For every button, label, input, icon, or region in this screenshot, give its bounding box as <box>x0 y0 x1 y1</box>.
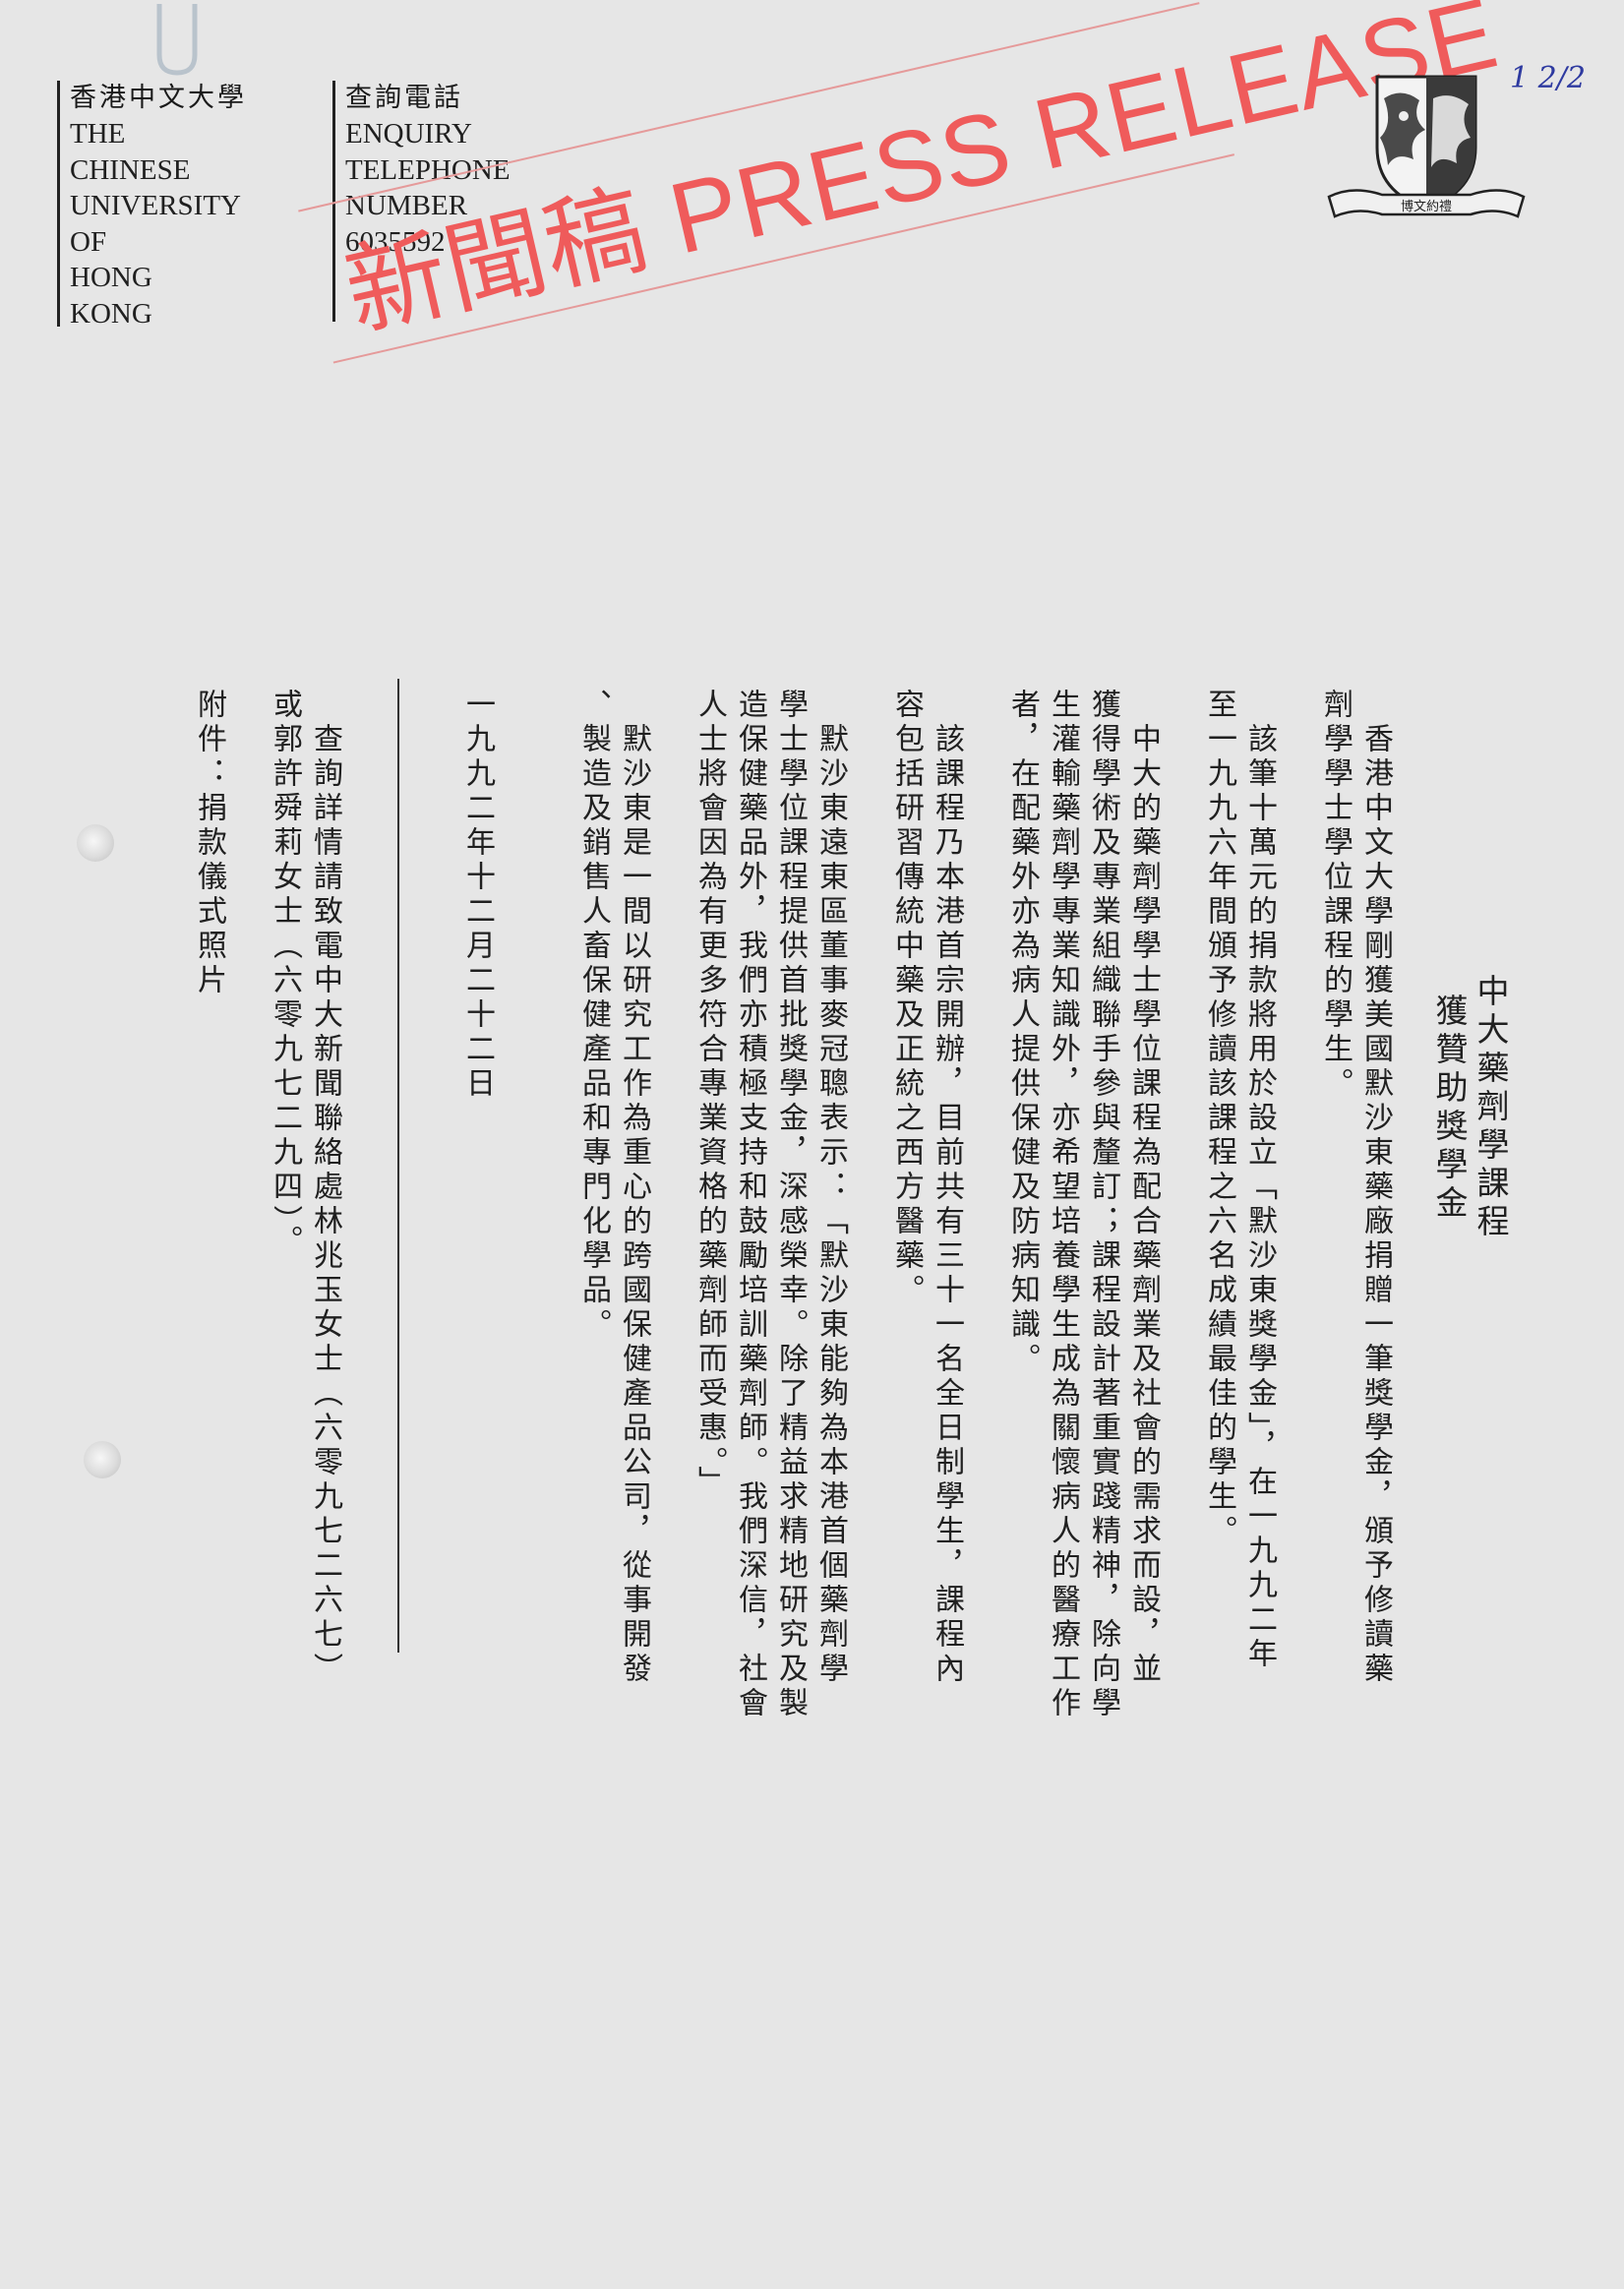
enquiry-label-zh: 查詢電話 <box>345 83 463 113</box>
enquiry-letterhead: 查詢電話 ENQUIRY TELEPHONE NUMBER 6035592 <box>332 81 601 322</box>
enquiry-label-en-line: TELEPHONE <box>345 153 511 186</box>
body-column: 獲得學術及專業組織聯手參與釐訂；課程設計著重實踐精神，除向學 <box>1086 689 1120 1721</box>
university-name-en-line: CHINESE <box>70 153 191 186</box>
university-name-en-line: KONG <box>70 297 152 330</box>
body-column: 默沙東遠東區董事麥冠聰表示：「默沙東能夠為本港首個藥劑學 <box>813 689 848 1687</box>
university-name-en-line: THE <box>70 118 126 150</box>
university-name-en-line: OF <box>70 225 107 258</box>
body-column: 、製造及銷售人畜保健產品和專門化學品。 <box>576 689 611 1343</box>
body-column: 中大的藥劑學學士學位課程為配合藥劑業及社會的需求而設，並 <box>1126 689 1161 1687</box>
headline-line-1: 中大藥劑學課程 <box>1472 974 1510 1242</box>
press-release-stamp: 新聞稿 PRESS RELEASE <box>295 0 1507 379</box>
university-name-zh: 香港中文大學 <box>70 83 247 113</box>
body-column: 默沙東是一間以研究工作為重心的跨國保健產品公司，從事開發 <box>617 689 651 1687</box>
body-column: 該筆十萬元的捐款將用於設立「默沙東獎學金」，在一九九二年 <box>1242 689 1277 1672</box>
body-column: 人士將會因為有更多符合專業資格的藥劑師而受惠。」 <box>692 689 727 1500</box>
headline-line-2: 獲贊助獎學金 <box>1430 994 1469 1224</box>
body-column: 容包括研習傳統中藥及正統之西方醫藥。 <box>889 689 924 1308</box>
body-column: 該課程乃本港首宗開辦，目前共有三十一名全日制學生，課程內 <box>930 689 964 1687</box>
body-column: 者，在配藥外亦為病人提供保健及防病知識。 <box>1005 689 1040 1377</box>
contact-info-line: 或郭許舜莉女士（六零九七二九四）。 <box>268 689 302 1259</box>
enquiry-label-en-line: NUMBER <box>345 190 468 221</box>
body-column: 至一九九六年間頒予修讀該課程之六名成績最佳的學生。 <box>1202 689 1236 1549</box>
body-column: 學士學位課程提供首批獎學金，深感榮幸。除了精益求精地研究及製 <box>773 689 808 1721</box>
attachment-note: 附件：捐款儀式照片 <box>192 689 226 998</box>
paper-clip-mark <box>156 4 198 76</box>
enquiry-label-en-line: ENQUIRY <box>345 118 472 150</box>
punch-hole <box>77 824 114 862</box>
university-name-en-line: UNIVERSITY <box>70 190 241 221</box>
body-column: 生灌輸藥劑學專業知識外，亦希望培養學生成為關懷病人的醫療工作 <box>1046 689 1080 1721</box>
crest-motto: 博文約禮 <box>1401 200 1452 214</box>
university-letterhead: 香港中文大學 THE CHINESE UNIVERSITY OF HONG KO… <box>57 81 306 330</box>
body-column: 劑學學士學位課程的學生。 <box>1318 689 1353 1102</box>
university-name-en-line: HONG <box>70 262 152 293</box>
body-column: 香港中文大學剛獲美國默沙東藥廠捐贈一筆獎學金，頒予修讀藥 <box>1358 689 1393 1687</box>
handwritten-page-number: 1 2/2 <box>1510 61 1586 95</box>
release-date: 一九九二年十二月二十二日 <box>460 689 495 1102</box>
body-column: 造保健藥品外，我們亦積極支持和鼓勵培訓藥劑師。我們深信，社會 <box>733 689 767 1721</box>
enquiry-phone-number: 6035592 <box>345 225 446 258</box>
university-crest-logo: 博文約禮 <box>1327 75 1526 218</box>
contact-info-line: 查詢詳情請致電中大新聞聯絡處林兆玉女士（六零九七二六七） <box>308 689 342 1687</box>
section-divider <box>397 679 399 1653</box>
punch-hole <box>84 1441 121 1478</box>
